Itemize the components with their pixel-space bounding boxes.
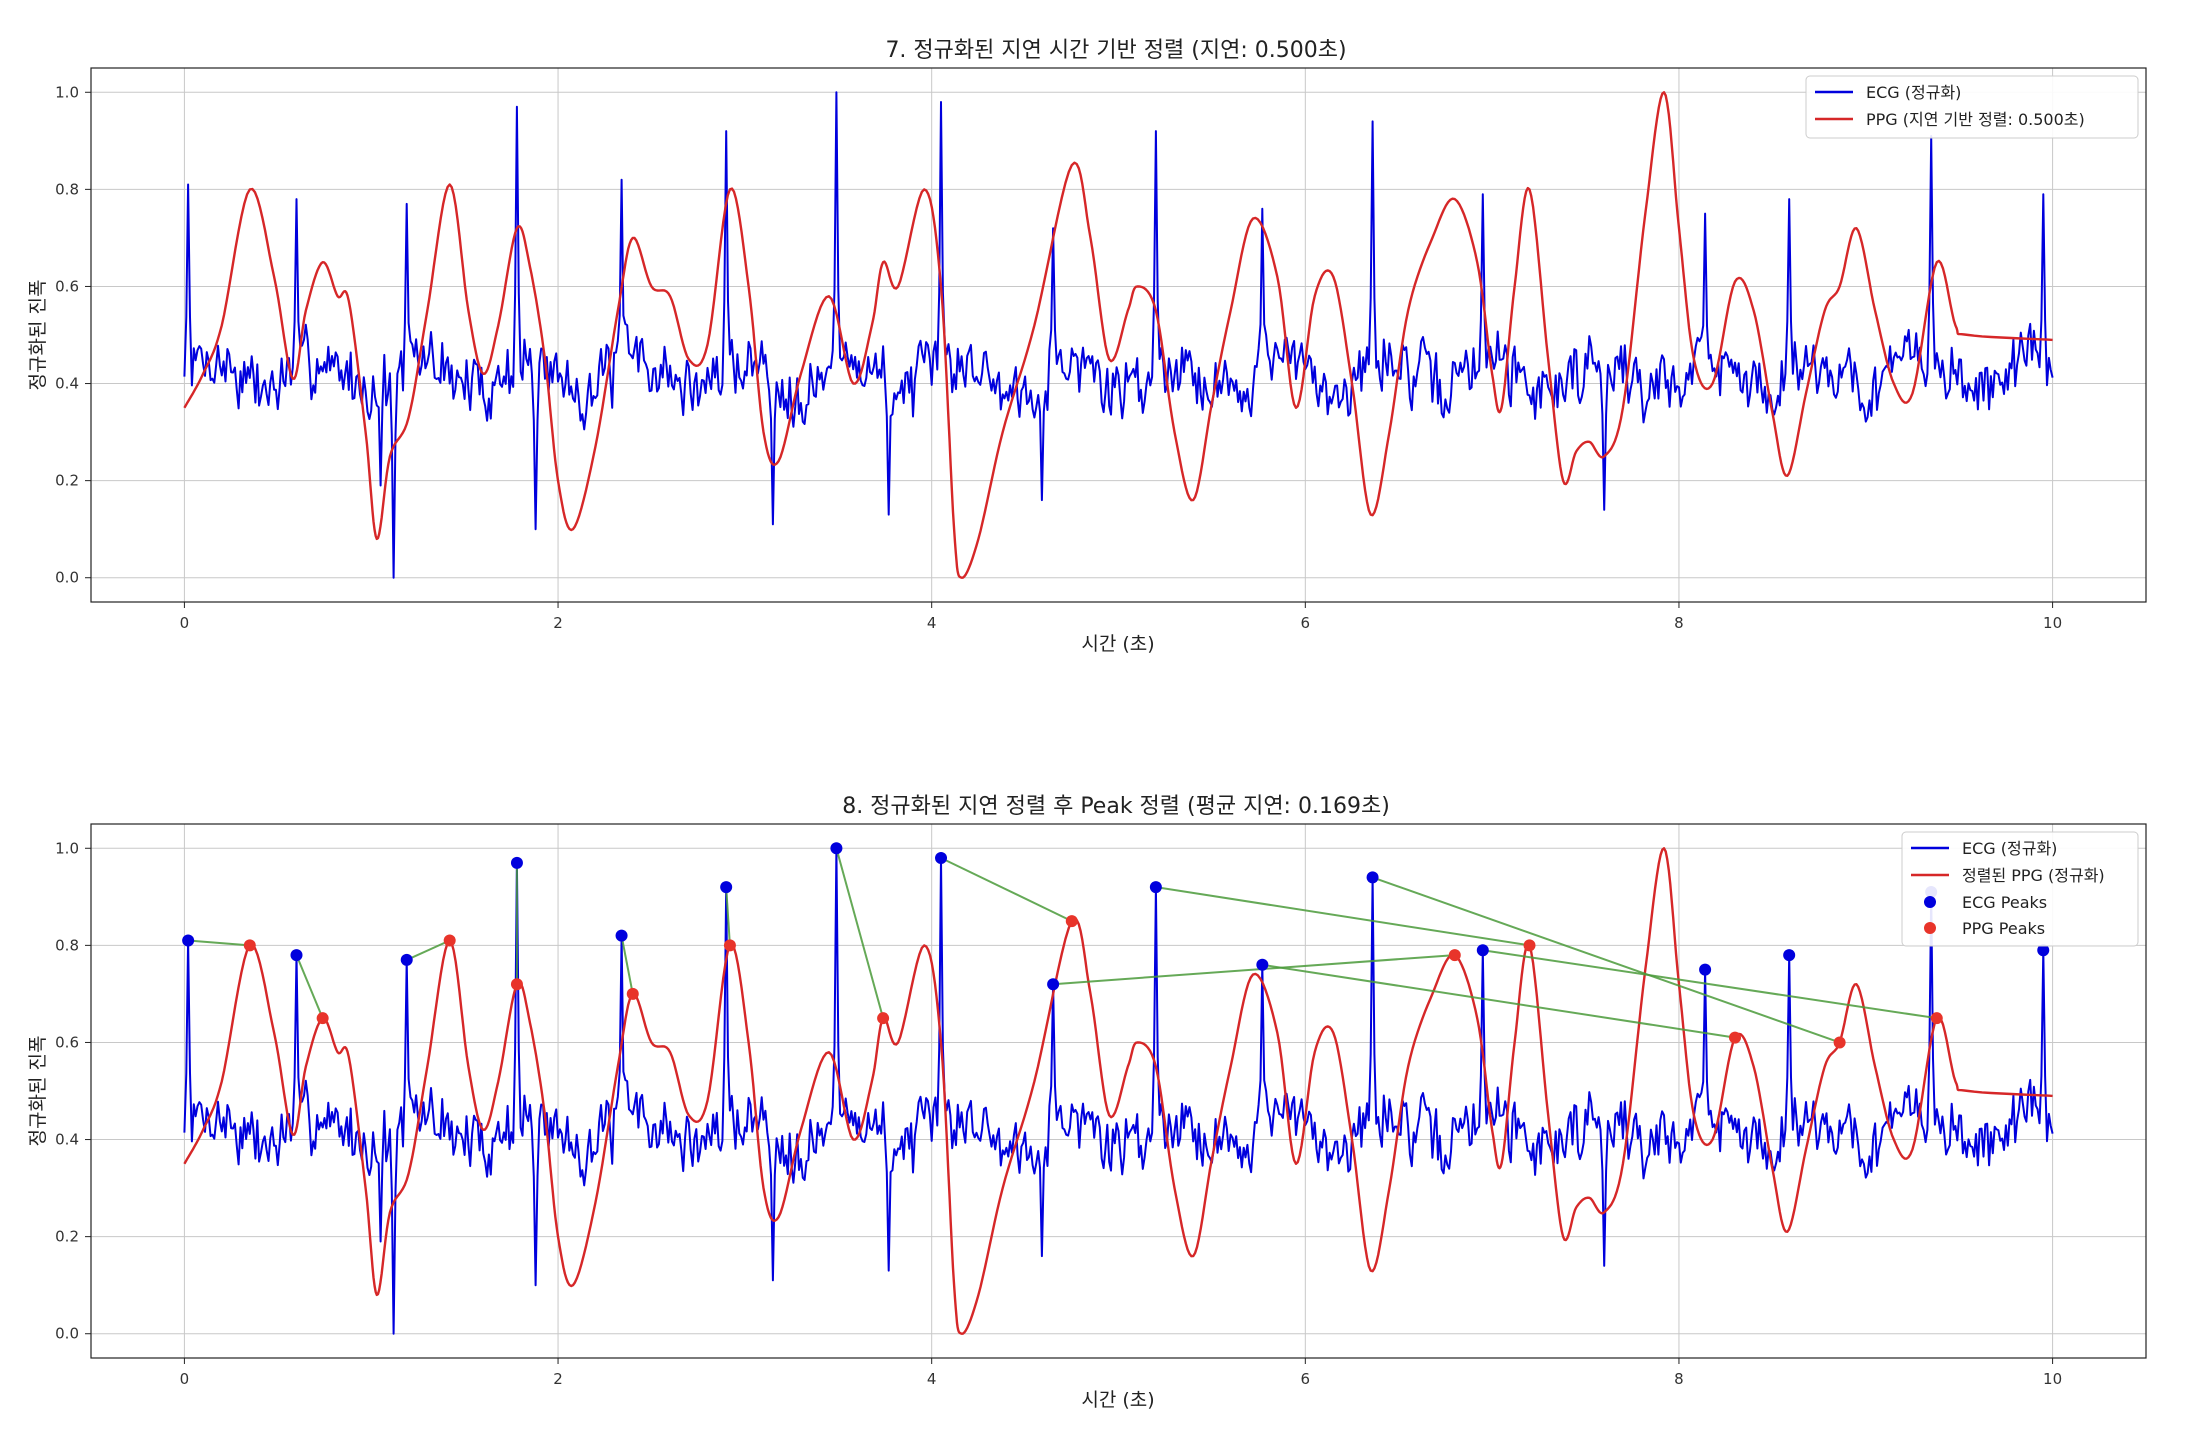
chart-8-ecg-line [183, 847, 2054, 1335]
chart-7-xtick-label-10: 10 [2043, 614, 2062, 632]
chart-7-xtick-label-8: 8 [1674, 614, 1684, 632]
chart-7-legend: ECG (정규화) PPG (지연 기반 정렬: 0.500초) [1805, 75, 2139, 139]
chart-7-xlabel: 시간 (초) [1081, 633, 1154, 655]
chart-8-ppg-peak-7 [1065, 915, 1078, 928]
chart-8-peak-connection-11 [1372, 876, 1840, 1044]
chart-8-ppg-peak-9 [1523, 939, 1536, 952]
chart-8-peak-connection-5 [725, 887, 731, 946]
chart-8-ticks: 0 2 4 6 8 10 0.0 0.2 0.4 0.6 0.8 1.0 [55, 839, 2062, 1388]
chart-8-ecg-peak-2 [400, 953, 413, 966]
chart-8-ecg-peak-1 [290, 949, 303, 962]
chart-8-peak-connection-7 [940, 857, 1073, 922]
chart-7-ytick-label-0: 0.0 [55, 569, 79, 587]
chart-8-plot [182, 842, 2054, 1335]
chart-8-ppg-line [183, 847, 2053, 1335]
chart-8-ppg-peak-8 [1448, 949, 1461, 962]
chart-8-ecg-peak-4 [615, 929, 628, 942]
chart-7-xtick-label-4: 4 [927, 614, 937, 632]
chart-8-peak-connection-9 [1155, 886, 1530, 947]
chart-8-peak-connection-6 [835, 848, 885, 1019]
chart-8-ppg-peak-1 [316, 1012, 329, 1025]
chart-8-ytick-label-0.8: 0.8 [55, 936, 79, 954]
chart-8-legend-ppg-peak-swatch [1924, 922, 1936, 934]
chart-8-xtick-label-6: 6 [1301, 1370, 1311, 1388]
chart-8-ecg-peak-7 [935, 851, 948, 864]
chart-8-ecg-peak-0 [182, 934, 195, 947]
chart-8-ytick-label-0.2: 0.2 [55, 1228, 79, 1246]
chart-7-xtick-label-2: 2 [553, 614, 563, 632]
chart-8-ecg-peak-3 [510, 856, 523, 869]
chart-8-ppg-peak-0 [243, 939, 256, 952]
chart-8-ytick-label-0.6: 0.6 [55, 1033, 79, 1051]
chart-8-title: 8. 정규화된 지연 정렬 후 Peak 정렬 (평균 지연: 0.169초) [842, 794, 1390, 819]
chart-7-ppg-line [183, 91, 2053, 579]
chart-8-xtick-label-2: 2 [553, 1370, 563, 1388]
chart-8-xtick-label-0: 0 [180, 1370, 190, 1388]
chart-8-ecg-peak-9 [1149, 881, 1162, 894]
chart-8-ecg-peak-11 [1366, 871, 1379, 884]
chart-8-peak-connection-12 [1482, 949, 1937, 1020]
chart-8-ecg-peak-16 [2037, 944, 2050, 957]
chart-8-ytick-label-1: 1.0 [55, 839, 79, 857]
chart-7-xtick-label-6: 6 [1301, 614, 1311, 632]
chart-8-ecg-peak-5 [720, 881, 733, 894]
chart-8-ppg-peak-11 [1833, 1036, 1846, 1049]
chart-7-legend-ppg-label: PPG (지연 기반 정렬: 0.500초) [1866, 110, 2085, 129]
chart-8-legend-ppg-peaks-label: PPG Peaks [1962, 919, 2045, 938]
chart-8-xtick-label-4: 4 [927, 1370, 937, 1388]
chart-8-legend-ecg-peaks-label: ECG Peaks [1962, 893, 2047, 912]
chart-8-peak-connection-8 [1053, 954, 1455, 986]
chart-8-frame [90, 823, 2147, 1359]
chart-7-title: 7. 정규화된 지연 시간 기반 정렬 (지연: 0.500초) [885, 38, 1346, 63]
chart-8-ppg-peak-3 [510, 978, 523, 991]
chart-8-ecg-peak-12 [1476, 944, 1489, 957]
chart-8-ytick-label-0: 0.0 [55, 1325, 79, 1343]
chart-7-plot [183, 91, 2054, 579]
chart-7-grid [91, 68, 2146, 602]
chart-8-peak-connection-4 [620, 935, 634, 995]
chart-7-ytick-label-0.2: 0.2 [55, 472, 79, 490]
chart-8-legend: ECG (정규화) 정렬된 PPG (정규화) ECG Peaks PPG Pe… [1901, 831, 2139, 947]
chart-8-ytick-label-0.4: 0.4 [55, 1131, 79, 1149]
chart-8-ppg-peak-12 [1930, 1012, 1943, 1025]
chart-7: 7. 정규화된 지연 시간 기반 정렬 (지연: 0.500초) 0 2 4 6 8 10… [27, 38, 2147, 655]
chart-8-peak-connection-2 [406, 939, 451, 961]
chart-8-peak-connection-1 [295, 954, 324, 1019]
chart-7-legend-ecg-label: ECG (정규화) [1866, 83, 1961, 102]
chart-7-xtick-label-0: 0 [180, 614, 190, 632]
chart-8-legend-ecg-peak-swatch [1924, 896, 1936, 908]
chart-8-legend-ecg-label: ECG (정규화) [1962, 839, 2057, 858]
chart-7-ecg-line [183, 91, 2054, 579]
chart-8-ecg-peak-8 [1047, 978, 1060, 991]
chart-8-ylabel: 정규화된 진폭 [27, 1036, 49, 1147]
chart-7-ytick-label-0.6: 0.6 [55, 277, 79, 295]
chart-7-ylabel: 정규화된 진폭 [27, 280, 49, 391]
chart-8-ppg-peak-10 [1729, 1031, 1741, 1044]
chart-7-ytick-label-1: 1.0 [55, 83, 79, 101]
chart-7-frame [90, 67, 2147, 603]
chart-8-peak-connection-0 [188, 939, 250, 947]
chart-8-ecg-peak-14 [1783, 949, 1796, 962]
chart-8-ecg-peak-13 [1699, 963, 1712, 976]
chart-8-peak-connection-10 [1262, 963, 1736, 1039]
chart-8: 8. 정규화된 지연 정렬 후 Peak 정렬 (평균 지연: 0.169초) … [27, 794, 2147, 1411]
chart-8-ppg-peak-6 [877, 1012, 890, 1025]
chart-8-grid [91, 824, 2146, 1358]
chart-8-legend-box [1901, 831, 2139, 947]
chart-8-ppg-peak-2 [443, 934, 456, 947]
chart-7-ytick-label-0.4: 0.4 [55, 375, 79, 393]
chart-8-xlabel: 시간 (초) [1081, 1389, 1154, 1411]
chart-7-ytick-label-0.8: 0.8 [55, 180, 79, 198]
chart-7-ticks: 0 2 4 6 8 10 0.0 0.2 0.4 0.6 0.8 1.0 [55, 83, 2062, 632]
chart-8-xtick-label-8: 8 [1674, 1370, 1684, 1388]
chart-7-legend-box [1805, 75, 2139, 139]
chart-8-ecg-peak-10 [1256, 958, 1269, 971]
chart-8-ecg-peak-6 [830, 842, 843, 855]
chart-8-legend-ppg-label: 정렬된 PPG (정규화) [1962, 866, 2105, 885]
chart-8-ppg-peak-5 [723, 939, 736, 952]
chart-8-ppg-peak-4 [626, 987, 639, 1000]
chart-8-xtick-label-10: 10 [2043, 1370, 2062, 1388]
